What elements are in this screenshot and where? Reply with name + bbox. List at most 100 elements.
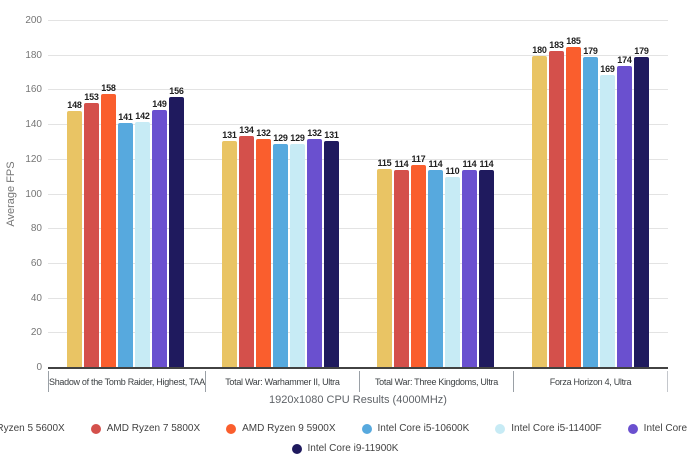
y-tick-label-20: 20 — [30, 327, 42, 339]
x-axis-title: 1920x1080 CPU Results (4000MHz) — [269, 394, 447, 406]
category-label-1: Shadow of the Tomb Raider, Highest, TAA — [48, 371, 205, 392]
bar-group-3: 115 114 117 114 110 114 114 — [358, 21, 513, 368]
bar-intel-core-i5-11600k: 174 — [617, 55, 632, 368]
bar-rect — [324, 140, 339, 368]
y-tick-label-140: 140 — [25, 119, 42, 131]
bar-rect — [256, 139, 271, 368]
bar-rect — [445, 177, 460, 368]
legend-swatch-icon — [90, 423, 101, 434]
bar-rect — [634, 57, 649, 368]
bar-rect — [462, 170, 477, 368]
legend-item-amd-ryzen-5-5600x: AMD Ryzen 5 5600X — [0, 423, 65, 434]
category-label-2: Total War: Warhammer II, Ultra — [204, 371, 359, 392]
bar-group-4: 180 183 185 179 169 174 179 — [513, 21, 668, 368]
legend-label: AMD Ryzen 9 5900X — [242, 423, 336, 434]
bar-amd-ryzen-5-5600x: 131 — [222, 130, 237, 368]
bar-value-label: 153 — [84, 91, 99, 102]
bar-amd-ryzen-7-5800x: 114 — [394, 159, 409, 368]
bar-value-label: 179 — [583, 46, 598, 57]
y-tick-label-180: 180 — [25, 49, 42, 61]
gridline-20 — [48, 332, 668, 334]
legend-item-intel-core-i5-11600k: Intel Core i5-11600K — [627, 423, 690, 434]
bar-intel-core-i5-11600k: 149 — [152, 99, 167, 368]
bar-value-label: 129 — [290, 133, 305, 144]
bar-value-label: 132 — [256, 128, 271, 138]
bar-value-label: 174 — [617, 55, 632, 66]
bar-rect — [290, 144, 305, 368]
bar-rect — [532, 55, 547, 368]
gridline-40 — [48, 297, 668, 299]
legend-label: AMD Ryzen 5 5600X — [0, 423, 65, 434]
category-axis: Shadow of the Tomb Raider, Highest, TAA T… — [48, 371, 668, 392]
bar-rect — [67, 111, 82, 368]
legend-item-intel-core-i5-11400f: Intel Core i5-11400F — [495, 423, 602, 434]
bar-value-label: 115 — [377, 157, 392, 168]
x-axis-line — [48, 367, 668, 369]
legend-label: Intel Core i5-11600K — [643, 423, 690, 434]
gridline-60 — [48, 262, 668, 264]
bar-value-label: 114 — [479, 159, 494, 170]
gridline-200 — [48, 20, 668, 21]
legend-swatch-icon — [627, 423, 638, 434]
y-tick-label-80: 80 — [30, 223, 42, 235]
bar-value-label: 180 — [532, 44, 547, 55]
bar-intel-core-i5-11600k: 132 — [307, 128, 322, 368]
bar-rect — [377, 168, 392, 368]
bar-rect — [479, 170, 494, 368]
legend-item-intel-core-i9-11900k: Intel Core i9-11900K — [291, 443, 399, 454]
bar-rect — [411, 165, 426, 368]
bar-rect — [394, 170, 409, 368]
bar-value-label: 185 — [566, 36, 581, 46]
bar-amd-ryzen-7-5800x: 153 — [84, 92, 99, 368]
bar-value-label: 169 — [600, 63, 615, 74]
bar-intel-core-i5-11600k: 114 — [462, 159, 477, 368]
bar-amd-ryzen-5-5600x: 180 — [532, 45, 547, 368]
bar-group-1: 148 153 158 141 142 149 156 — [48, 21, 203, 368]
bar-intel-core-i9-11900k: 131 — [324, 130, 339, 368]
gridline-140 — [48, 124, 668, 126]
bar-value-label: 179 — [634, 46, 649, 57]
y-tick-label-200: 200 — [25, 15, 42, 26]
bar-value-label: 117 — [411, 154, 426, 164]
gridline-160 — [48, 89, 668, 91]
bar-value-label: 156 — [169, 86, 184, 97]
bar-intel-core-i5-11400f: 129 — [290, 133, 305, 368]
bar-value-label: 131 — [324, 129, 339, 140]
bar-rect — [239, 135, 254, 368]
bar-value-label: 142 — [135, 110, 150, 121]
bar-intel-core-i5-10600k: 114 — [428, 159, 443, 368]
legend-item-amd-ryzen-9-5900x: AMD Ryzen 9 5900X — [226, 423, 336, 434]
legend-swatch-icon — [291, 443, 302, 454]
bar-value-label: 114 — [462, 159, 477, 170]
bar-amd-ryzen-7-5800x: 183 — [549, 40, 564, 368]
legend-row-1: AMD Ryzen 5 5600X AMD Ryzen 7 5800X AMD Ry… — [0, 423, 690, 434]
bar-rect — [273, 144, 288, 368]
bar-value-label: 114 — [428, 159, 443, 170]
bar-intel-core-i5-11400f: 110 — [445, 166, 460, 368]
legend-swatch-icon — [226, 423, 237, 434]
bar-rect — [428, 170, 443, 368]
bar-value-label: 134 — [239, 124, 254, 135]
bar-value-label: 129 — [273, 133, 288, 144]
bar-amd-ryzen-9-5900x: 117 — [411, 154, 426, 368]
bar-rect — [549, 50, 564, 368]
bar-rect — [118, 123, 133, 368]
legend-label: Intel Core i9-11900K — [307, 443, 399, 454]
bar-value-label: 149 — [152, 98, 167, 109]
bar-value-label: 158 — [101, 82, 116, 93]
bar-rect — [101, 93, 116, 368]
bar-amd-ryzen-7-5800x: 134 — [239, 125, 254, 368]
y-tick-label-160: 160 — [25, 84, 42, 96]
bar-intel-core-i9-11900k: 179 — [634, 46, 649, 368]
bar-groups: 148 153 158 141 142 149 156 131 134 132 129 129 132 1… — [48, 21, 668, 368]
bar-intel-core-i5-11400f: 142 — [135, 111, 150, 368]
gridline-100 — [48, 193, 668, 195]
bar-value-label: 183 — [549, 39, 564, 50]
bar-intel-core-i5-10600k: 141 — [118, 112, 133, 368]
gridline-80 — [48, 228, 668, 230]
legend-item-amd-ryzen-7-5800x: AMD Ryzen 7 5800X — [90, 423, 200, 434]
bar-value-label: 141 — [118, 112, 133, 123]
legend-item-intel-core-i5-10600k: Intel Core i5-10600K — [361, 423, 469, 434]
bar-rect — [600, 74, 615, 368]
bar-amd-ryzen-9-5900x: 185 — [566, 36, 581, 368]
